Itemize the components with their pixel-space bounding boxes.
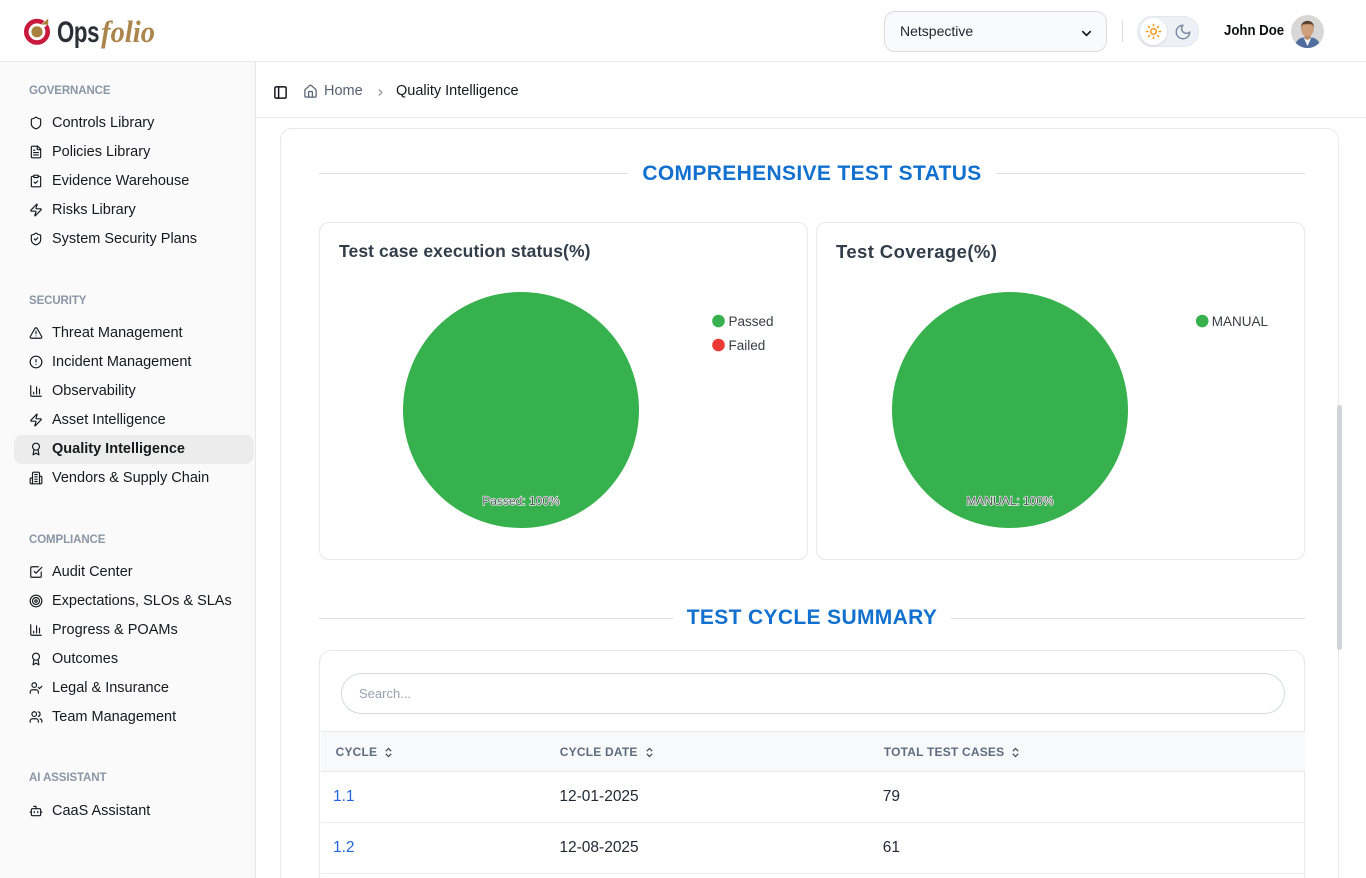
svg-text:Passed: Passed — [729, 314, 774, 329]
svg-text:MANUAL: MANUAL — [1212, 314, 1269, 329]
svg-text:Failed: Failed — [729, 338, 766, 353]
svg-text:MANUAL: 100%: MANUAL: 100% — [966, 494, 1054, 508]
svg-text:Passed: 100%: Passed: 100% — [482, 494, 560, 508]
